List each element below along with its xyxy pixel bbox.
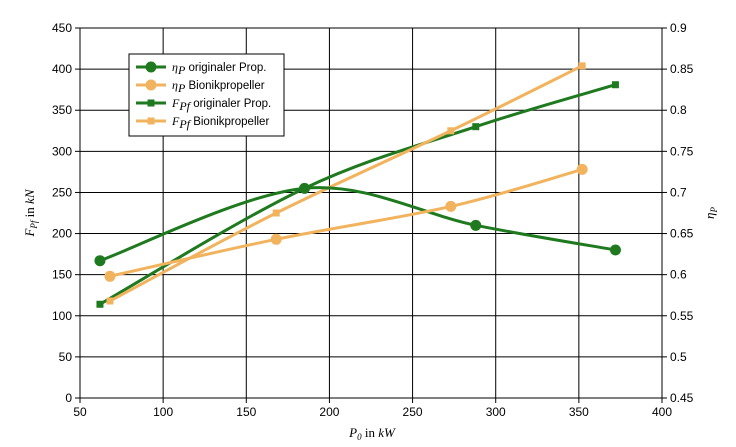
tick-label-y-right: 0.8	[670, 103, 687, 117]
tick-label-y-left: 450	[52, 21, 72, 35]
legend-marker-circle	[145, 61, 157, 73]
data-point-circle	[94, 255, 106, 267]
data-point-circle	[104, 270, 116, 282]
data-point-circle	[470, 219, 482, 231]
tick-label-y-right: 0.6	[670, 268, 687, 282]
series-line	[99, 186, 616, 263]
tick-label-y-left: 0	[65, 391, 72, 405]
tick-label-x: 50	[73, 405, 87, 419]
tick-label-y-left: 300	[52, 144, 72, 158]
tick-label-y-right: 0.65	[670, 227, 694, 241]
legend-marker-circle	[145, 79, 157, 91]
data-point-square	[611, 81, 619, 89]
tick-label-y-right: 0.45	[670, 391, 694, 405]
tick-label-y-right: 0.55	[670, 309, 694, 323]
series-line	[109, 167, 583, 278]
y-right-axis-label: ηP	[702, 207, 719, 219]
data-point-square	[96, 300, 104, 308]
legend-label: FPf originaler Prop.	[171, 96, 271, 113]
plot-frame	[79, 27, 663, 399]
tick-label-y-left: 400	[52, 62, 72, 76]
tick-label-y-left: 250	[52, 185, 72, 199]
data-point-circle	[445, 200, 457, 212]
data-point-square	[472, 123, 480, 131]
series-line	[99, 83, 616, 306]
tick-label-x: 350	[569, 405, 589, 419]
tick-label-x: 300	[486, 405, 506, 419]
x-axis-label: P0 in kW	[348, 425, 396, 442]
tick-label-y-right: 0.9	[670, 21, 687, 35]
series-line	[109, 64, 583, 303]
legend: ηP originaler Prop.ηP BionikpropellerFPf…	[128, 53, 285, 137]
tick-label-y-right: 0.85	[670, 62, 694, 76]
tick-label-x: 250	[403, 405, 423, 419]
y-left-axis-label: FPf in kN	[22, 188, 39, 237]
data-point-square	[578, 62, 586, 70]
data-point-circle	[576, 163, 588, 175]
tick-label-x: 100	[153, 405, 173, 419]
data-point-circle	[298, 182, 310, 194]
tick-label-x: 200	[319, 405, 339, 419]
tick-label-y-left: 200	[52, 227, 72, 241]
legend-marker-square	[147, 99, 155, 107]
data-point-square	[447, 127, 455, 135]
tick-label-y-right: 0.7	[670, 185, 687, 199]
tick-label-x: 150	[236, 405, 256, 419]
legend-label: FPf Bionikpropeller	[171, 114, 269, 131]
tick-label-y-right: 0.75	[670, 144, 694, 158]
tick-label-y-left: 50	[59, 350, 73, 364]
legend-marker-square	[147, 117, 155, 125]
data-point-square	[106, 297, 114, 305]
legend-label: ηP originaler Prop.	[172, 60, 266, 77]
tick-label-y-left: 350	[52, 103, 72, 117]
series-layer	[94, 62, 621, 308]
data-point-circle	[609, 244, 621, 256]
tick-label-y-left: 100	[52, 309, 72, 323]
legend-label: ηP Bionikpropeller	[172, 78, 265, 95]
tick-label-y-left: 150	[52, 268, 72, 282]
data-point-square	[272, 209, 280, 217]
tick-label-x: 400	[652, 405, 672, 419]
data-point-circle	[270, 233, 282, 245]
tick-label-y-right: 0.5	[670, 350, 687, 364]
axes: 0501001502002503003504004500.450.50.550.…	[22, 21, 719, 442]
